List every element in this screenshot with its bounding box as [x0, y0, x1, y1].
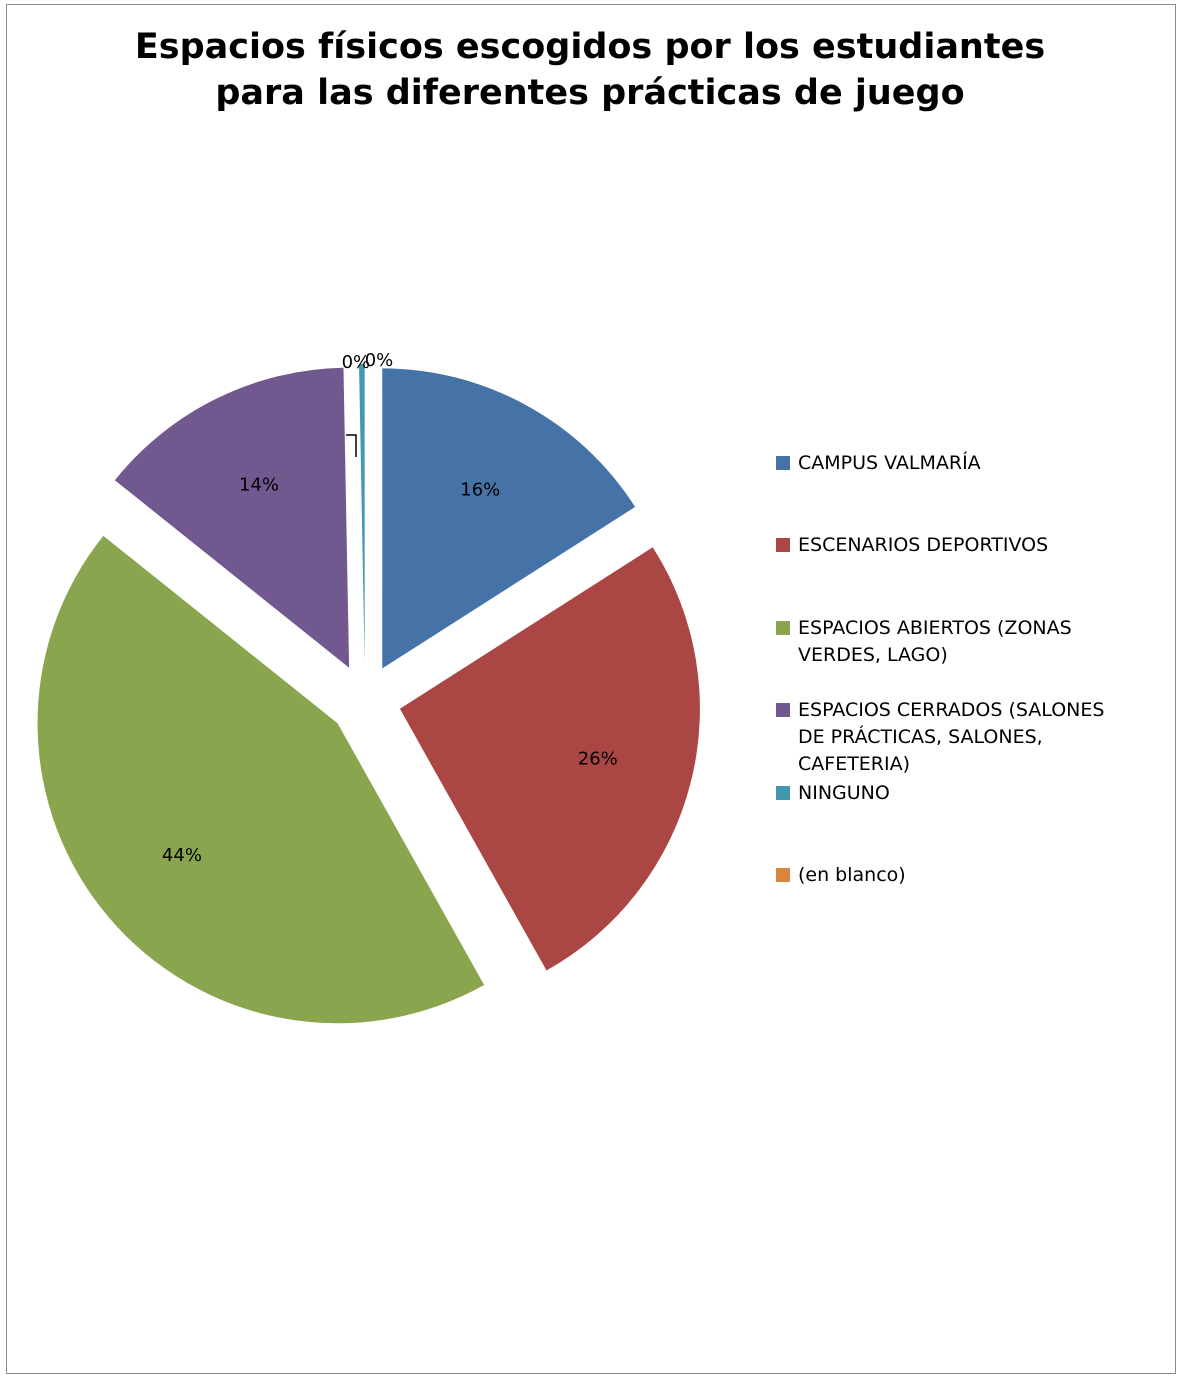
pie-slice-ninguno [359, 364, 365, 665]
legend-label: CAMPUS VALMARÍA [798, 452, 981, 474]
chart-title: Espacios físicos escogidos por los estud… [0, 24, 1180, 116]
slice-label-escenarios-deportivos: 26% [578, 748, 618, 769]
legend-swatch [776, 786, 790, 800]
chart-title-line-2: para las diferentes prácticas de juego [215, 73, 965, 113]
leader-line [346, 434, 357, 457]
slice-label-espacios-cerrados-salones-de-pr-cticas-salones-cafeteria: 14% [239, 475, 279, 496]
pie-slice-espacios-abiertos-zonas-verdes-lago [37, 535, 485, 1024]
legend-item-espacios-cerrados: ESPACIOS CERRADOS (SALONES DE PRÁCTICAS,… [776, 697, 1148, 778]
legend-swatch [776, 868, 790, 882]
legend-label: NINGUNO [798, 782, 890, 804]
pie-slice-campus-valmar-a [382, 368, 636, 669]
legend-item-escenarios-deportivos: ESCENARIOS DEPORTIVOS [776, 532, 1148, 559]
legend-label: ESPACIOS ABIERTOS (ZONAS VERDES, LAGO) [798, 617, 1072, 666]
legend-swatch [776, 538, 790, 552]
legend-item-ninguno: NINGUNO [776, 780, 1148, 807]
legend-swatch [776, 621, 790, 635]
legend-swatch [776, 703, 790, 717]
slice-label-ninguno: 0% [342, 352, 371, 373]
pie-slice-escenarios-deportivos [399, 547, 700, 971]
legend-label: ESPACIOS CERRADOS (SALONES DE PRÁCTICAS,… [798, 699, 1105, 775]
slice-label-espacios-abiertos-zonas-verdes-lago: 44% [162, 845, 202, 866]
legend-swatch [776, 456, 790, 470]
legend-item-espacios-abiertos: ESPACIOS ABIERTOS (ZONAS VERDES, LAGO) [776, 615, 1148, 669]
legend-label: (en blanco) [798, 864, 906, 886]
legend-item-en-blanco: (en blanco) [776, 862, 1148, 889]
legend-label: ESCENARIOS DEPORTIVOS [798, 534, 1049, 556]
pie-slice-espacios-cerrados-salones-de-pr-cticas-salones-cafeteria [114, 367, 350, 668]
slice-label-campus-valmar-a: 16% [460, 480, 500, 501]
legend-item-campus-valmaria: CAMPUS VALMARÍA [776, 450, 1148, 477]
chart-title-line-1: Espacios físicos escogidos por los estud… [134, 27, 1046, 67]
slice-label-en-blanco: 0% [365, 350, 394, 371]
